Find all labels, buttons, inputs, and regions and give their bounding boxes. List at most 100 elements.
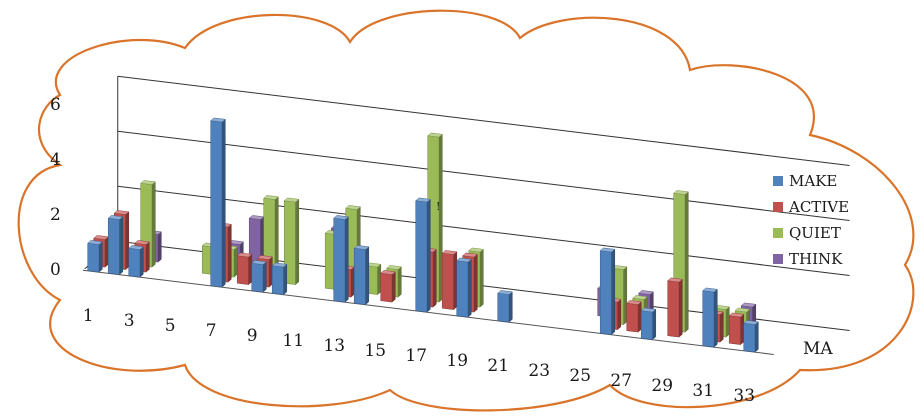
bar-top [468, 247, 484, 253]
x-tick-label: 29 [651, 376, 673, 396]
bar-side [145, 241, 150, 273]
bar-front [626, 302, 639, 333]
x-tick-label: 5 [165, 316, 176, 336]
x-tick-label: 19 [446, 351, 468, 371]
bar-side [233, 246, 238, 278]
y-tick-label: 6 [50, 95, 61, 115]
bar-top [456, 257, 472, 263]
bar-side [365, 246, 370, 306]
bar-front [441, 252, 454, 310]
bar-front [728, 315, 741, 345]
bar-top [236, 252, 253, 258]
legend-label: ACTIVE [788, 198, 849, 216]
x-tick-label: 1 [83, 306, 94, 326]
bar-front [271, 265, 284, 295]
x-tick-label: 17 [405, 346, 427, 366]
x-tick-label: 31 [692, 381, 714, 401]
bar-side [104, 236, 109, 268]
annotation-mark: ! [436, 200, 440, 213]
bar-top [632, 295, 648, 300]
bar-make [128, 245, 144, 278]
bar-front [497, 292, 510, 323]
bar-side [617, 298, 622, 331]
bar-top [134, 240, 150, 245]
legend-swatch [773, 254, 783, 264]
bar-side [344, 216, 349, 303]
bar-top [702, 287, 718, 293]
bar-front [210, 120, 223, 288]
bar-top [441, 250, 458, 255]
bar-side [119, 216, 124, 276]
legend-swatch [773, 176, 783, 186]
x-tick-label: 21 [487, 356, 509, 376]
bar-side [125, 211, 130, 271]
bar-make [702, 287, 718, 348]
bar-make [456, 257, 472, 318]
bar-front [599, 250, 612, 335]
bar-side [678, 278, 683, 338]
x-axis-ticks: 1 3 5 7 9 11 13 15 17 19 21 23 25 27 29 31 33 [83, 306, 755, 406]
bar-front [333, 217, 346, 303]
bar-side [227, 223, 232, 283]
bar-top [210, 117, 226, 123]
bar-make [251, 260, 267, 293]
bar-side [391, 271, 396, 303]
bar-side [283, 263, 288, 296]
legend-label: THINK [789, 250, 843, 268]
bar-front [743, 322, 756, 353]
legend: MAKE ACTIVE QUIET THINK [773, 172, 849, 268]
legend-item-think: THINK [773, 250, 843, 268]
x-tick-label: 33 [733, 386, 755, 406]
bar-top [251, 260, 267, 265]
x-tick-label: 11 [282, 331, 304, 351]
bar-top [87, 240, 103, 245]
bar-top [673, 190, 689, 195]
bar-top [728, 312, 745, 318]
bar-make [271, 262, 288, 296]
bar-quiet [283, 197, 300, 286]
bar-side [295, 198, 300, 286]
bar-side [719, 311, 724, 343]
bar-make [210, 117, 226, 288]
bar-make [640, 307, 657, 341]
bar-side [473, 253, 478, 313]
x-tick-label: 3 [124, 311, 135, 331]
bar-front [236, 255, 249, 285]
bar-top [740, 302, 757, 308]
bar-active [380, 270, 396, 303]
bar-front [415, 200, 428, 313]
bar-side [426, 198, 431, 313]
bar-top [353, 245, 370, 250]
x-tick-label: 27 [610, 371, 632, 391]
bar-side [248, 253, 253, 286]
x-tick-label: 7 [206, 321, 217, 341]
bar-front [380, 272, 393, 303]
legend-label: QUIET [789, 224, 841, 242]
bar-make [353, 245, 370, 306]
bar-front [640, 310, 653, 340]
bar-top [599, 247, 616, 253]
bar-top [380, 270, 396, 275]
bar-top [640, 307, 657, 313]
bar-side [432, 248, 437, 308]
bar-make [415, 197, 431, 313]
bar-top [667, 277, 683, 283]
bar-side [713, 288, 718, 348]
bar-top [497, 290, 513, 295]
bar-make [743, 320, 759, 353]
bar-top [271, 262, 288, 268]
bar-front [456, 260, 469, 318]
legend-swatch [773, 202, 783, 212]
bar-side [151, 181, 156, 268]
x-tick-label: 25 [569, 366, 591, 386]
bar-front [87, 242, 100, 273]
bar-top [257, 255, 273, 260]
bar-top [415, 197, 431, 203]
bar-make [87, 240, 103, 273]
bar-side [637, 301, 642, 333]
bar-top [107, 215, 124, 220]
bar-front [667, 280, 680, 338]
floor-front-edge [82, 269, 774, 355]
bar-make [333, 215, 349, 303]
